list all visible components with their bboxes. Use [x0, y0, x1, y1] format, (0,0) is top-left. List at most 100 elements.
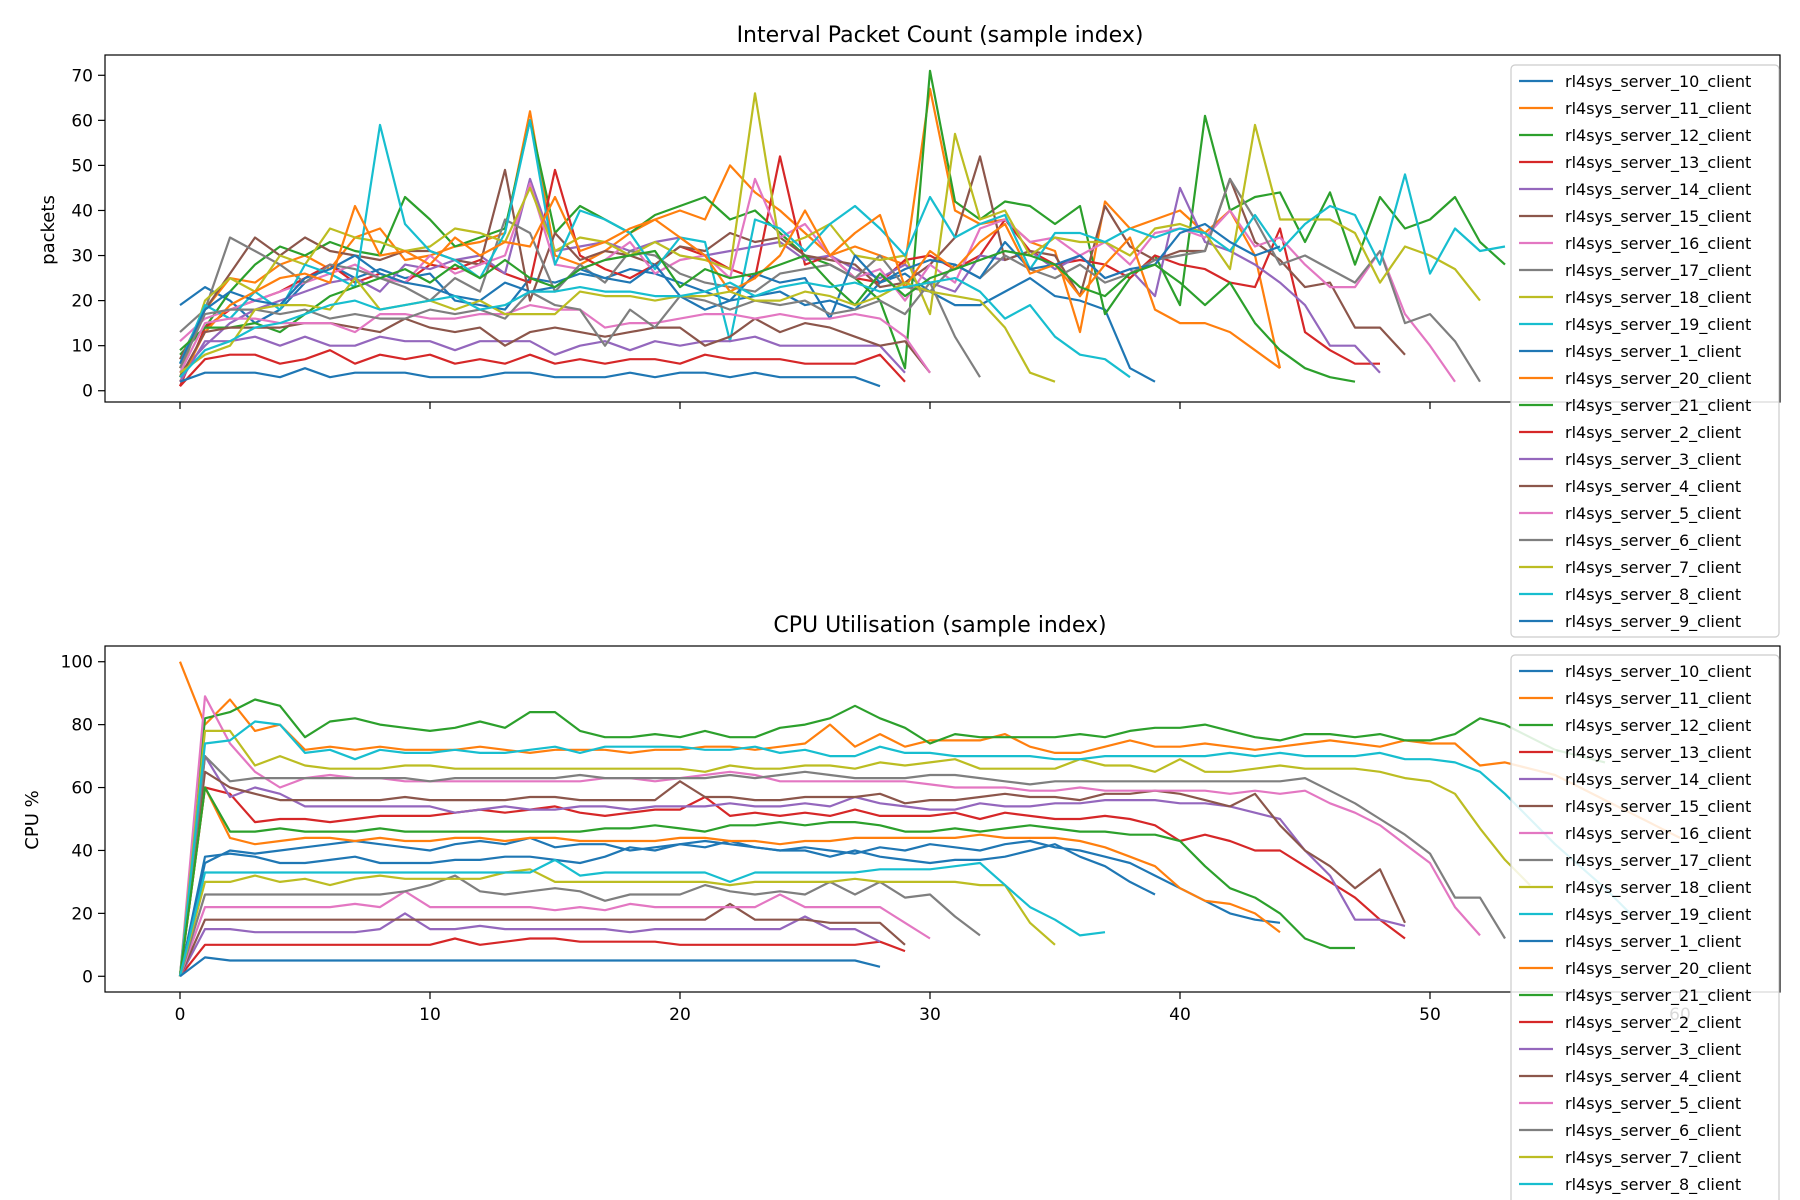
- packet-count-legend-label: rl4sys_server_7_client: [1565, 558, 1741, 578]
- cpu-utilisation-series-rl4sys_server_8_client: [178, 858, 1106, 977]
- packet-count-legend-label: rl4sys_server_13_client: [1565, 153, 1751, 173]
- packet-count-series-rl4sys_server_17_client: [179, 177, 1481, 383]
- packet-count-series-rl4sys_server_8_client: [179, 277, 1131, 379]
- packet-count-legend-label: rl4sys_server_17_client: [1565, 261, 1751, 281]
- cpu-utilisation-series-rl4sys_server_9_client: [179, 956, 881, 978]
- cpu-utilisation-legend-label: rl4sys_server_12_client: [1565, 716, 1751, 736]
- packet-count-y-tick-label: 50: [71, 156, 93, 176]
- packet-count-legend-label: rl4sys_server_20_client: [1565, 369, 1751, 389]
- packet-count-y-tick-label: 70: [71, 66, 93, 86]
- packet-count-legend-label: rl4sys_server_1_client: [1565, 342, 1741, 362]
- cpu-utilisation-series-rl4sys_server_5_client: [178, 890, 931, 977]
- packet-count-y-tick-label: 0: [82, 382, 93, 402]
- packet-count-series-rl4sys_server_10_client: [179, 263, 1156, 383]
- cpu-utilisation-series-rl4sys_server_4_client: [178, 902, 906, 977]
- cpu-utilisation-axes: CPU Utilisation (sample index) CPU % 0 20…: [22, 613, 1781, 1200]
- packet-count-series-rl4sys_server_16_client: [179, 177, 1456, 383]
- cpu-utilisation-legend-label: rl4sys_server_6_client: [1565, 1121, 1741, 1141]
- packet-count-legend-label: rl4sys_server_16_client: [1565, 234, 1751, 254]
- cpu-utilisation-x-tick-label: 10: [419, 1005, 441, 1025]
- cpu-utilisation-legend-label: rl4sys_server_8_client: [1565, 1175, 1741, 1195]
- packet-count-y-ticks: 0 10 20 30 40 50 60 70: [71, 66, 105, 402]
- cpu-utilisation-x-tick-label: 30: [919, 1005, 941, 1025]
- packet-count-y-tick-label: 60: [71, 111, 93, 131]
- cpu-utilisation-legend: rl4sys_server_10_client rl4sys_server_11_…: [1510, 654, 1780, 1200]
- packet-count-series-rl4sys_server_9_client: [179, 367, 881, 388]
- packet-count-legend-label: rl4sys_server_21_client: [1565, 396, 1751, 416]
- cpu-utilisation-legend-label: rl4sys_server_14_client: [1565, 770, 1751, 790]
- packet-count-legend-label: rl4sys_server_9_client: [1565, 612, 1741, 632]
- packet-count-legend-label: rl4sys_server_6_client: [1565, 531, 1741, 551]
- cpu-utilisation-y-tick-label: 60: [71, 779, 93, 799]
- packet-count-legend-label: rl4sys_server_14_client: [1565, 180, 1751, 200]
- packet-count-legend-label: rl4sys_server_12_client: [1565, 126, 1751, 146]
- cpu-utilisation-legend-label: rl4sys_server_1_client: [1565, 932, 1741, 952]
- cpu-utilisation-series-rl4sys_server_10_client: [178, 836, 1281, 977]
- packet-count-series-rl4sys_server_1_client: [179, 222, 1281, 365]
- packet-count-y-tick-label: 10: [71, 337, 93, 357]
- cpu-utilisation-series-rl4sys_server_6_client: [178, 874, 981, 977]
- cpu-utilisation-series-rl4sys_server_11_client: [178, 661, 1681, 839]
- cpu-utilisation-series-rl4sys_server_2_client: [179, 937, 906, 977]
- packet-count-series-rl4sys_server_7_client: [179, 277, 1056, 383]
- cpu-utilisation-x-tick-label: 0: [175, 1005, 186, 1025]
- packet-count-y-tick-label: 20: [71, 292, 93, 312]
- packet-count-legend: rl4sys_server_10_client rl4sys_server_11_…: [1510, 64, 1780, 638]
- packet-count-legend-label: rl4sys_server_5_client: [1565, 504, 1741, 524]
- cpu-utilisation-legend-label: rl4sys_server_3_client: [1565, 1040, 1741, 1060]
- cpu-utilisation-legend-label: rl4sys_server_10_client: [1565, 662, 1751, 682]
- cpu-utilisation-y-ticks: 0 20 40 60 80 100: [61, 653, 105, 987]
- cpu-utilisation-y-axis-label: CPU %: [22, 790, 43, 849]
- cpu-utilisation-legend-label: rl4sys_server_16_client: [1565, 824, 1751, 844]
- cpu-utilisation-legend-label: rl4sys_server_21_client: [1565, 986, 1751, 1006]
- cpu-utilisation-legend-label: rl4sys_server_4_client: [1565, 1067, 1741, 1087]
- cpu-utilisation-x-tick-label: 40: [1169, 1005, 1191, 1025]
- cpu-utilisation-x-tick-label: 50: [1419, 1005, 1441, 1025]
- packet-count-y-tick-label: 30: [71, 247, 93, 267]
- cpu-utilisation-y-tick-label: 80: [71, 716, 93, 736]
- packet-count-series-rl4sys_server_3_client: [179, 335, 906, 383]
- cpu-utilisation-series-rl4sys_server_1_client: [178, 839, 1156, 977]
- cpu-utilisation-series-rl4sys_server_20_client: [178, 786, 1281, 977]
- packet-count-legend-label: rl4sys_server_2_client: [1565, 423, 1741, 443]
- packet-count-y-axis-label: packets: [38, 195, 59, 265]
- packet-count-legend-label: rl4sys_server_18_client: [1565, 288, 1751, 308]
- cpu-utilisation-series: [178, 661, 1681, 978]
- cpu-utilisation-title: CPU Utilisation (sample index): [773, 613, 1106, 638]
- packet-count-legend-label: rl4sys_server_11_client: [1565, 99, 1751, 119]
- cpu-utilisation-series-rl4sys_server_13_client: [178, 786, 1406, 977]
- packet-count-series-rl4sys_server_6_client: [179, 281, 981, 378]
- packet-count-legend-label: rl4sys_server_15_client: [1565, 207, 1751, 227]
- cpu-utilisation-series-rl4sys_server_3_client: [179, 912, 881, 977]
- packet-count-series-rl4sys_server_21_client: [179, 249, 1356, 383]
- packet-count-legend-box: [1510, 64, 1780, 638]
- cpu-utilisation-series-rl4sys_server_16_client: [178, 695, 1481, 977]
- cpu-utilisation-x-tick-label: 20: [669, 1005, 691, 1025]
- cpu-utilisation-series-rl4sys_server_7_client: [178, 868, 1056, 977]
- cpu-utilisation-plot-frame: [104, 645, 1781, 993]
- cpu-utilisation-series-rl4sys_server_18_client: [178, 729, 1531, 977]
- cpu-utilisation-series-rl4sys_server_14_client: [178, 754, 1406, 977]
- cpu-utilisation-legend-box: [1510, 654, 1780, 1200]
- packet-count-axes: Interval Packet Count (sample index) pac…: [38, 23, 1781, 638]
- cpu-utilisation-legend-label: rl4sys_server_13_client: [1565, 743, 1751, 763]
- cpu-utilisation-legend-label: rl4sys_server_5_client: [1565, 1094, 1741, 1114]
- cpu-utilisation-series-rl4sys_server_12_client: [178, 698, 1606, 977]
- packet-count-plot-frame: [104, 54, 1781, 403]
- packet-count-series: [178, 69, 1506, 388]
- packet-count-y-tick-label: 40: [71, 201, 93, 221]
- cpu-utilisation-y-tick-label: 0: [82, 967, 93, 987]
- cpu-utilisation-series-rl4sys_server_15_client: [178, 770, 1406, 977]
- cpu-utilisation-series-rl4sys_server_19_client: [178, 720, 1631, 977]
- cpu-utilisation-y-tick-label: 20: [71, 904, 93, 924]
- packet-count-series-rl4sys_server_19_client: [178, 119, 1506, 365]
- cpu-utilisation-legend-label: rl4sys_server_17_client: [1565, 851, 1751, 871]
- cpu-utilisation-legend-label: rl4sys_server_11_client: [1565, 689, 1751, 709]
- cpu-utilisation-legend-label: rl4sys_server_18_client: [1565, 878, 1751, 898]
- cpu-utilisation-legend-label: rl4sys_server_7_client: [1565, 1148, 1741, 1168]
- cpu-utilisation-legend-label: rl4sys_server_20_client: [1565, 959, 1751, 979]
- packet-count-series-rl4sys_server_5_client: [179, 304, 931, 374]
- packet-count-series-rl4sys_server_2_client: [179, 349, 906, 387]
